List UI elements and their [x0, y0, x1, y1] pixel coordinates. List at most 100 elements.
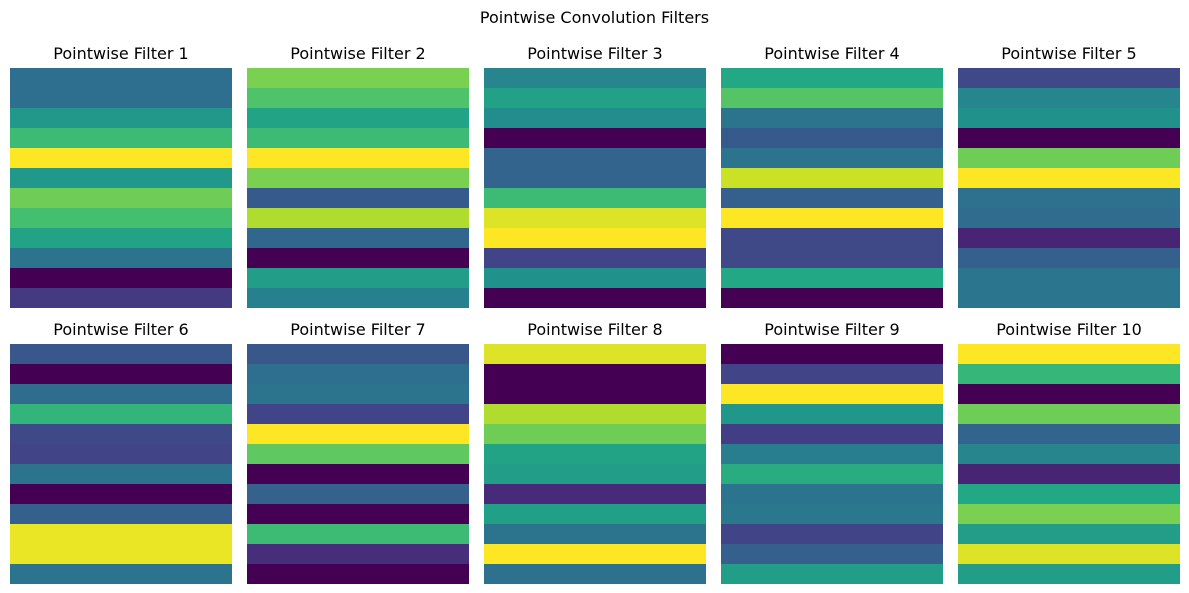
heatmap-cell: [721, 108, 943, 128]
heatmap-cell: [247, 108, 469, 128]
filter-heatmap: [958, 68, 1180, 308]
heatmap-cell: [247, 404, 469, 424]
heatmap-cell: [10, 288, 232, 308]
heatmap-cell: [247, 344, 469, 364]
heatmap-cell: [247, 384, 469, 404]
panel-title: Pointwise Filter 6: [53, 320, 189, 339]
heatmap-cell: [958, 564, 1180, 584]
heatmap-cell: [958, 464, 1180, 484]
heatmap-cell: [721, 88, 943, 108]
heatmap-cell: [10, 344, 232, 364]
heatmap-cell: [484, 404, 706, 424]
heatmap-cell: [958, 128, 1180, 148]
heatmap-cell: [10, 208, 232, 228]
heatmap-cell: [10, 168, 232, 188]
panel-title: Pointwise Filter 3: [527, 44, 663, 63]
heatmap-cell: [721, 168, 943, 188]
heatmap-cell: [958, 504, 1180, 524]
heatmap-cell: [484, 268, 706, 288]
heatmap-cell: [10, 544, 232, 564]
heatmap-cell: [10, 384, 232, 404]
heatmap-cell: [484, 464, 706, 484]
heatmap-cell: [958, 168, 1180, 188]
heatmap-cell: [721, 288, 943, 308]
filter-heatmap: [247, 344, 469, 584]
heatmap-cell: [958, 444, 1180, 464]
filter-heatmap: [484, 68, 706, 308]
heatmap-cell: [721, 464, 943, 484]
heatmap-cell: [484, 484, 706, 504]
heatmap-cell: [484, 544, 706, 564]
heatmap-cell: [721, 268, 943, 288]
filter-heatmap: [10, 344, 232, 584]
filter-heatmap: [721, 344, 943, 584]
heatmap-cell: [247, 168, 469, 188]
heatmap-cell: [721, 344, 943, 364]
heatmap-cell: [247, 484, 469, 504]
heatmap-cell: [958, 384, 1180, 404]
heatmap-cell: [958, 108, 1180, 128]
filter-heatmap: [247, 68, 469, 308]
heatmap-cell: [721, 188, 943, 208]
heatmap-cell: [10, 108, 232, 128]
panel-title: Pointwise Filter 1: [53, 44, 189, 63]
heatmap-cell: [484, 504, 706, 524]
heatmap-cell: [484, 248, 706, 268]
heatmap-cell: [721, 564, 943, 584]
heatmap-cell: [247, 464, 469, 484]
heatmap-cell: [958, 404, 1180, 424]
chart-title: Pointwise Convolution Filters: [479, 8, 710, 27]
heatmap-cell: [484, 108, 706, 128]
heatmap-cell: [958, 364, 1180, 384]
panel-title: Pointwise Filter 4: [764, 44, 900, 63]
heatmap-cell: [721, 404, 943, 424]
heatmap-cell: [958, 228, 1180, 248]
heatmap-cell: [721, 68, 943, 88]
heatmap-cell: [958, 268, 1180, 288]
heatmap-cell: [958, 484, 1180, 504]
heatmap-cell: [247, 248, 469, 268]
heatmap-cell: [10, 68, 232, 88]
heatmap-cell: [10, 88, 232, 108]
heatmap-cell: [958, 88, 1180, 108]
heatmap-cell: [10, 564, 232, 584]
heatmap-cell: [484, 88, 706, 108]
panel-title: Pointwise Filter 9: [764, 320, 900, 339]
heatmap-cell: [10, 268, 232, 288]
heatmap-cell: [721, 444, 943, 464]
heatmap-cell: [484, 228, 706, 248]
heatmap-cell: [484, 128, 706, 148]
heatmap-cell: [247, 148, 469, 168]
heatmap-cell: [721, 424, 943, 444]
heatmap-cell: [247, 444, 469, 464]
heatmap-cell: [958, 208, 1180, 228]
heatmap-cell: [247, 228, 469, 248]
heatmap-cell: [247, 288, 469, 308]
heatmap-cell: [721, 544, 943, 564]
heatmap-cell: [247, 88, 469, 108]
heatmap-cell: [10, 444, 232, 464]
heatmap-cell: [958, 544, 1180, 564]
heatmap-cell: [247, 504, 469, 524]
heatmap-cell: [484, 344, 706, 364]
panel-title: Pointwise Filter 7: [290, 320, 426, 339]
heatmap-cell: [958, 424, 1180, 444]
heatmap-cell: [247, 208, 469, 228]
heatmap-cell: [721, 208, 943, 228]
heatmap-cell: [484, 384, 706, 404]
heatmap-cell: [721, 228, 943, 248]
heatmap-cell: [958, 248, 1180, 268]
heatmap-cell: [247, 188, 469, 208]
heatmap-cell: [484, 188, 706, 208]
panel-title: Pointwise Filter 10: [996, 320, 1142, 339]
heatmap-cell: [10, 228, 232, 248]
heatmap-cell: [484, 288, 706, 308]
heatmap-cell: [958, 148, 1180, 168]
heatmap-cell: [247, 544, 469, 564]
heatmap-cell: [484, 208, 706, 228]
heatmap-cell: [958, 188, 1180, 208]
heatmap-cell: [247, 564, 469, 584]
heatmap-cell: [247, 524, 469, 544]
heatmap-cell: [247, 424, 469, 444]
heatmap-cell: [10, 464, 232, 484]
